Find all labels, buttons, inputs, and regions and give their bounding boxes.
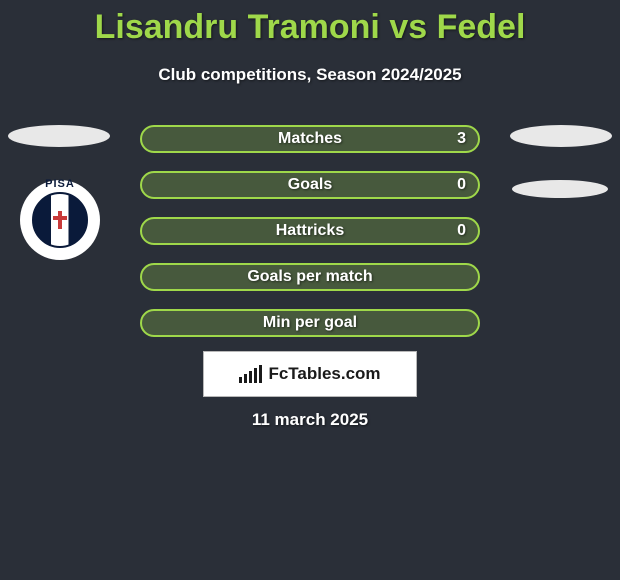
brand-box: FcTables.com	[203, 351, 417, 397]
stat-value-right: 0	[457, 173, 466, 197]
brand-text: FcTables.com	[268, 364, 380, 384]
stat-row: Hattricks0	[140, 217, 480, 245]
club-badge-left: PISA	[20, 180, 100, 260]
stat-row: Goals per match	[140, 263, 480, 291]
club-badge-cross-icon	[53, 211, 67, 229]
stats-area: Matches3Goals0Hattricks0Goals per matchM…	[140, 125, 480, 355]
stat-value-right: 0	[457, 219, 466, 243]
stat-label: Matches	[142, 127, 478, 151]
club-badge-name: PISA	[34, 178, 86, 190]
stat-label: Goals	[142, 173, 478, 197]
stat-row: Goals0	[140, 171, 480, 199]
date-label: 11 march 2025	[0, 410, 620, 430]
placeholder-ellipse	[512, 180, 608, 198]
stat-label: Hattricks	[142, 219, 478, 243]
stat-value-right: 3	[457, 127, 466, 151]
stat-label: Goals per match	[142, 265, 478, 289]
stat-row: Min per goal	[140, 309, 480, 337]
placeholder-ellipse	[510, 125, 612, 147]
stat-label: Min per goal	[142, 311, 478, 335]
club-badge-shield: PISA	[32, 192, 88, 248]
subtitle: Club competitions, Season 2024/2025	[0, 65, 620, 85]
placeholder-ellipse	[8, 125, 110, 147]
bar-chart-icon	[239, 365, 262, 383]
page-title: Lisandru Tramoni vs Fedel	[0, 0, 620, 47]
stat-row: Matches3	[140, 125, 480, 153]
